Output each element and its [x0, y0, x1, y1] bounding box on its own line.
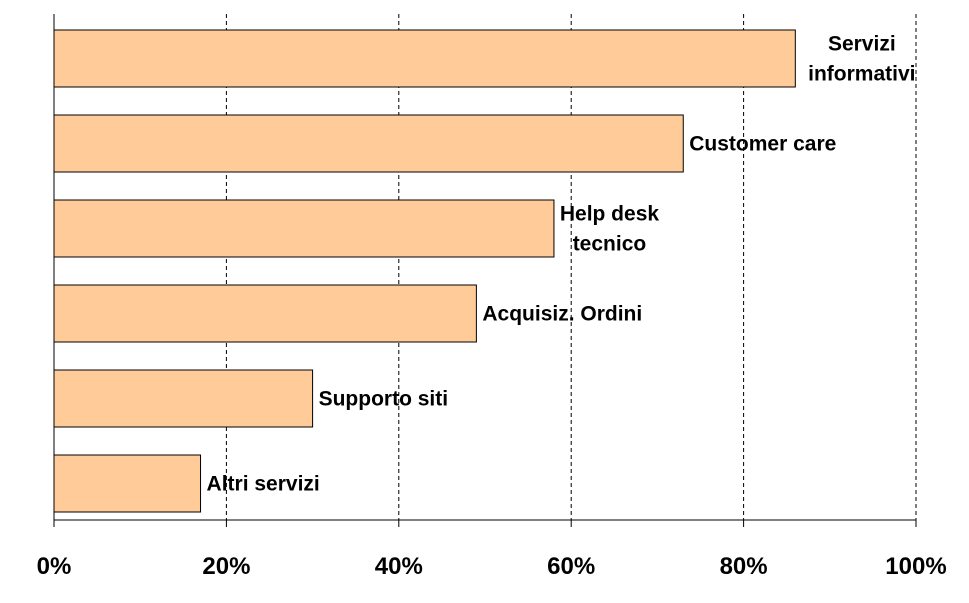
bar-label-5: Altri servizi	[207, 473, 320, 496]
x-tick-label: 60%	[547, 553, 595, 580]
gridlines	[53, 14, 917, 520]
bar-2	[53, 199, 555, 258]
bar-label-0: Servizi informativi	[808, 33, 915, 86]
x-tick-label: 20%	[202, 553, 250, 580]
x-axis	[53, 14, 917, 527]
x-tick-labels: 0% 20% 40% 60% 80% 100%	[37, 553, 947, 580]
bar-3	[53, 284, 477, 343]
x-tick-label: 40%	[375, 553, 423, 580]
bar-label-1: Customer care	[689, 133, 836, 156]
bars	[53, 29, 796, 513]
bar-5	[53, 454, 202, 513]
bar-0	[53, 29, 796, 88]
bar-label-line: Help desk	[560, 203, 660, 226]
bar-label-line: tecnico	[573, 233, 647, 256]
bar-label-3: Acquisiz. Ordini	[482, 303, 642, 326]
bar-label-line: informativi	[808, 63, 915, 86]
x-tick-label: 0%	[37, 553, 72, 580]
bar-label-2: Help desk tecnico	[560, 203, 660, 256]
x-tick-label: 100%	[885, 553, 946, 580]
x-tick-label: 80%	[720, 553, 768, 580]
bar-1	[53, 114, 684, 173]
bar-4	[53, 369, 314, 428]
bar-label-line: Servizi	[828, 33, 896, 56]
bar-label-4: Supporto siti	[319, 388, 449, 411]
bar-labels: Servizi informativi Customer care Help desk…	[207, 33, 916, 496]
